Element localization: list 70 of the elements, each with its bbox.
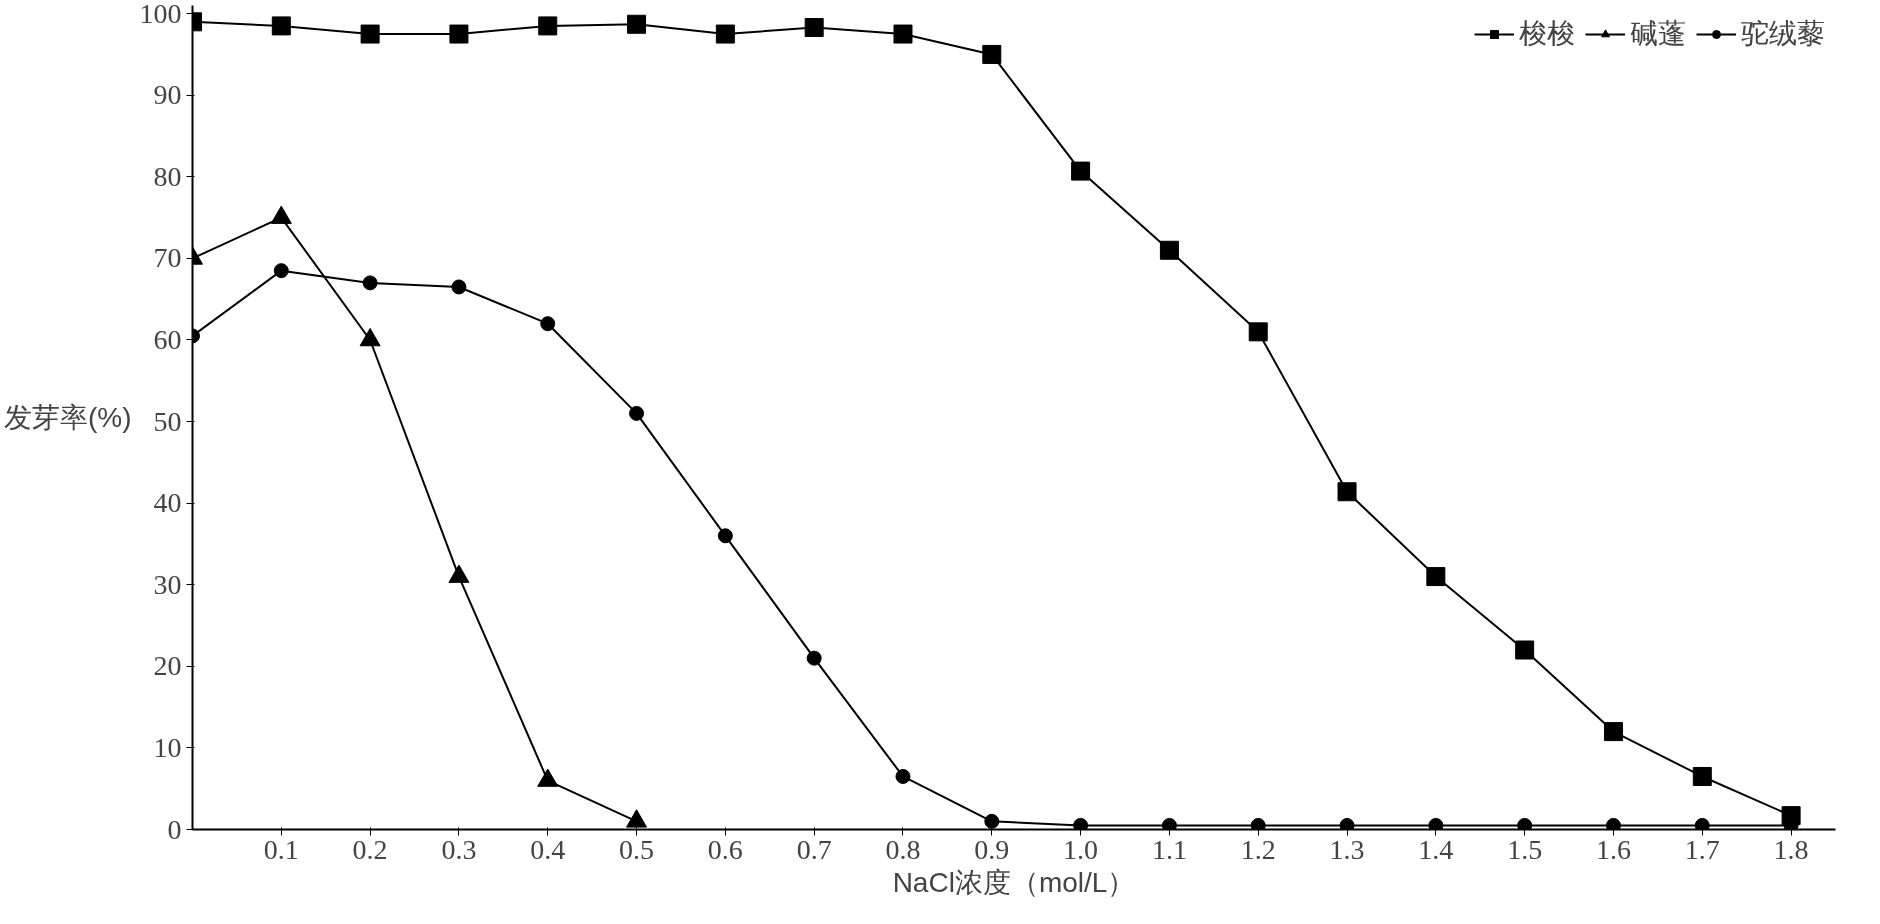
point [626,809,648,828]
point [982,44,1002,64]
x-tick-label: 1.7 [1684,833,1720,865]
point [1603,722,1623,742]
point [895,768,911,784]
x-tick-label: 0.5 [619,833,655,865]
y-axis-title: 发芽率(%) [3,402,132,433]
y-tick-label: 80 [153,160,182,192]
point [1248,322,1268,342]
x-tick-label: 0.4 [530,833,566,865]
point [1428,817,1444,830]
x-axis-title: NaCl浓度（mol/L） [892,866,1136,898]
point [273,263,289,279]
point [1073,817,1089,830]
point [540,316,556,332]
legend-label: 碱蓬 [1630,17,1686,51]
x-tick-label: 1.4 [1418,833,1454,865]
point [1694,817,1710,830]
x-tick-label: 1.3 [1329,833,1365,865]
point [627,14,647,34]
x-tick-label: 1.8 [1773,833,1809,865]
y-tick-label: 50 [153,405,182,437]
point [537,768,559,787]
point [362,275,378,291]
point [1071,161,1091,181]
point [360,24,380,44]
x-tick-label: 1.5 [1507,833,1543,865]
x-tick-label: 0.2 [352,833,388,865]
legend-label: 梭梭 [1519,17,1575,51]
point [1605,817,1621,830]
point [451,279,467,295]
y-tick-label: 60 [153,324,182,355]
legend-label: 驼绒藜 [1741,17,1825,51]
point [715,24,735,44]
y-tick-label: 70 [153,242,182,274]
point [538,16,558,36]
y-tick-label: 90 [153,79,182,111]
point [893,24,913,44]
x-tick-label: 0.7 [796,833,832,865]
x-tick-label: 0.9 [974,833,1010,865]
point [449,24,469,44]
point [717,528,733,544]
point [1426,567,1446,587]
point [271,16,291,36]
x-tick-label: 1.0 [1063,833,1099,865]
point [1692,766,1712,786]
point [1339,817,1355,830]
point [1337,482,1357,502]
x-tick-label: 1.6 [1595,833,1631,865]
point [1161,817,1177,830]
point [804,18,824,38]
x-tick-label: 0.1 [263,833,299,865]
y-tick-label: 20 [153,650,182,682]
point [1515,640,1535,660]
point [629,405,645,421]
point [984,813,1000,829]
x-tick-label: 1.2 [1240,833,1276,865]
x-tick-label: 1.1 [1151,833,1187,865]
y-tick-label: 0 [167,813,182,845]
y-tick-label: 100 [139,0,182,29]
point [1517,817,1533,830]
x-tick-label: 0.6 [707,833,743,865]
point [806,650,822,666]
y-tick-label: 30 [153,568,182,600]
y-tick-label: 10 [153,731,182,763]
x-tick-label: 0.8 [885,833,921,865]
x-tick-label: 0.3 [441,833,477,865]
point [1250,817,1266,830]
y-tick-label: 40 [153,487,182,519]
point [1159,240,1179,260]
